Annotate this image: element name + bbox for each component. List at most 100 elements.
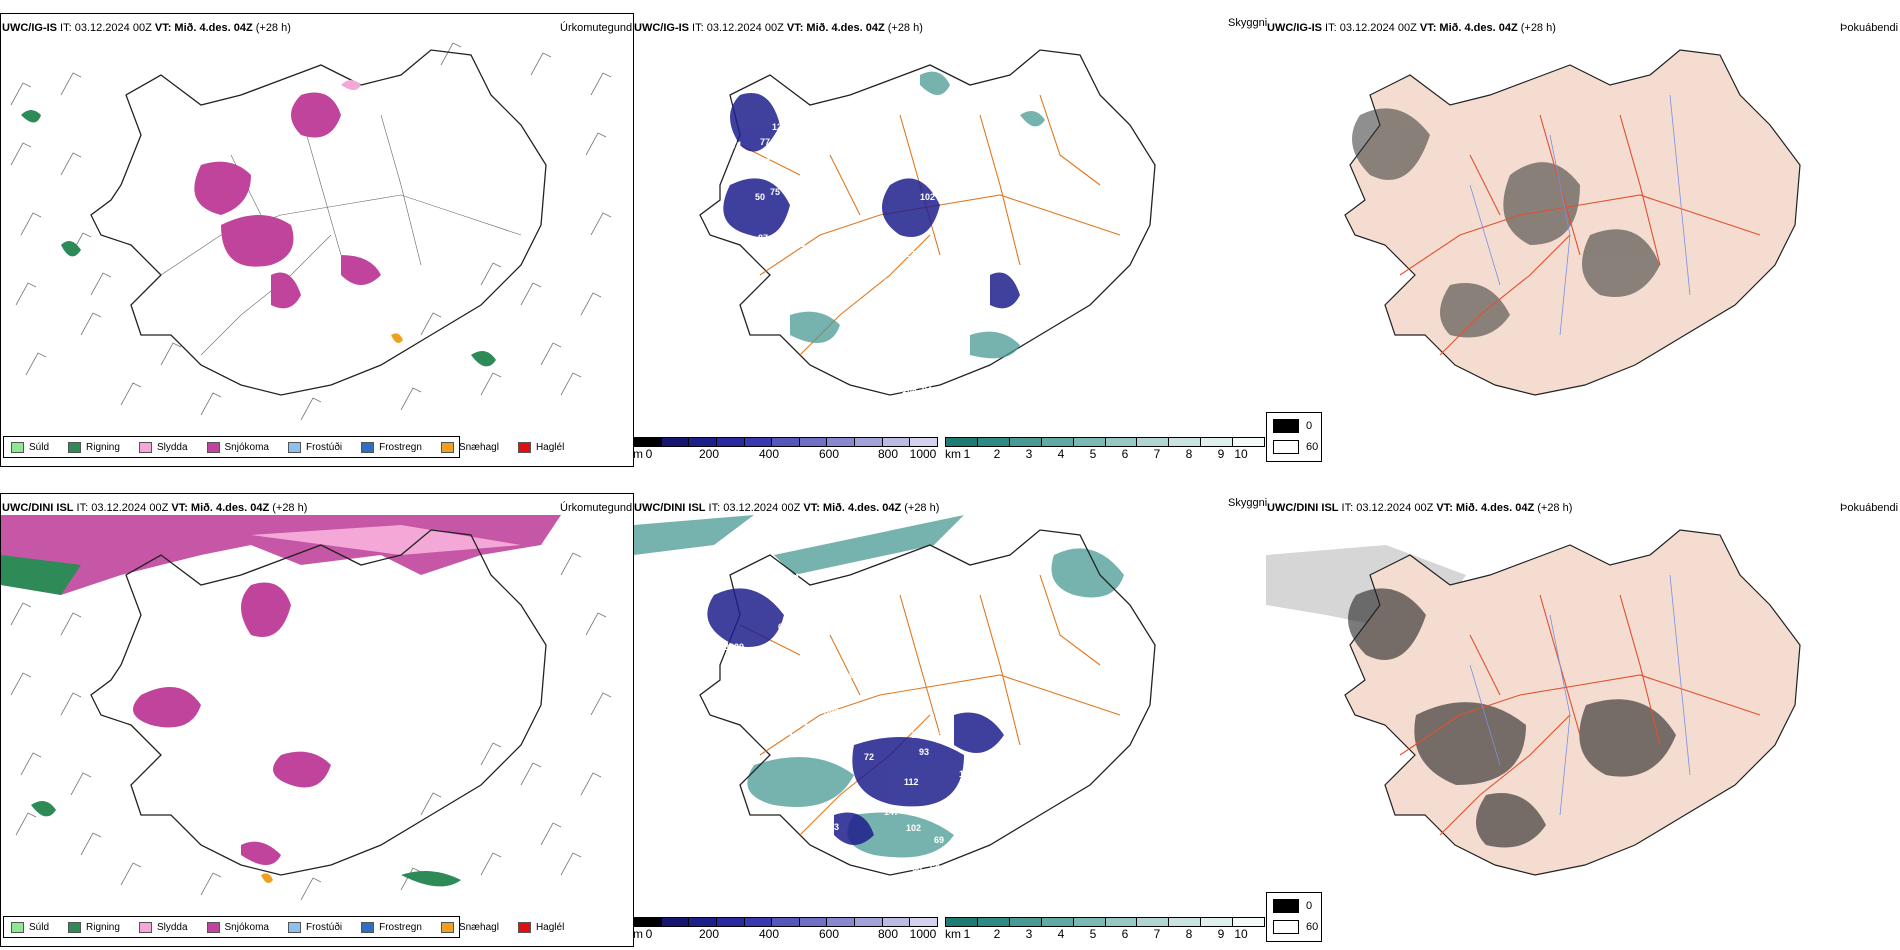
precip-map-row1 [10,42,612,421]
valid-time: Mið. 4.des. 04Z [819,502,902,514]
visibility-tick: 6 [1121,927,1129,941]
legend-item: Rigning [68,921,120,933]
ceiling-unit: m [633,447,643,461]
ceiling-label: 76 [958,187,968,197]
model-name: UWC/IG-IS [634,22,689,34]
legend-item: Haglél [517,441,564,453]
valid-time: Mið. 4.des. 04Z [171,22,253,34]
ceiling-tick: 200 [698,447,720,461]
visibility-tick: 7 [1153,447,1161,461]
init-time: IT: 03.12.2024 00Z [705,502,804,514]
visibility-scale-row2: km 1 2 3 4 5 6 7 8 9 10 [945,917,1265,947]
ceiling-tick: 800 [877,927,899,941]
fog-legend-item: 60 [1273,440,1318,454]
legend-item: Súld [11,441,49,453]
model-name: UWC/IG-IS [1267,22,1322,34]
legend-item: Haglél [517,921,564,933]
ceiling-label: 128 [789,732,804,742]
fog-legend-row2: 0 60 [1266,892,1322,942]
visibility-tick: 1 [963,927,971,941]
legend-item: Slydda [138,921,188,933]
visibility-tick: 8 [1185,447,1193,461]
fog-map-row2 [1266,529,1801,876]
wind-barbs [10,42,612,421]
valid-time: Mið. 4.des. 04Z [1452,502,1535,514]
ceiling-label: 79 [926,630,936,640]
roads [160,114,522,356]
visibility-scale-row1: km 1 2 3 4 5 6 7 8 9 10 [945,437,1265,467]
low-visibility-areas [790,71,1045,359]
legend-item: Rigning [68,441,120,453]
fog-swatch-60 [1273,920,1299,934]
iceland-coastline [90,529,547,876]
iceland-land [1344,529,1801,876]
legend-item: Snjókoma [206,441,269,453]
ceiling-label: 118 [769,537,784,547]
lead-time: (+28 h) [901,502,940,514]
ceiling-label: 108 [790,239,805,249]
ceiling-label: 78 [990,253,1000,263]
ceiling-label: 69 [934,835,944,845]
vt-label: VT: [786,22,804,34]
visibility-tick: 2 [993,927,1001,941]
ceiling-label: 176 [936,393,951,403]
ceiling-label: 122 [778,137,793,147]
legend-item: Snæhagl [440,921,499,933]
ceiling-label: 78 [911,730,921,740]
vt-label: VT: [1419,22,1437,34]
ceiling-label: 93 [919,747,929,757]
ceiling-scale-row1: m 0 200 400 600 800 1000 [633,437,938,467]
visibility-tick: 4 [1057,447,1065,461]
precip-legend-row1: Súld Rigning Slydda Snjókoma Frostúði Fr… [3,436,564,458]
ceiling-label: 87 [758,233,768,243]
fog-swatch-0 [1273,419,1299,433]
swatch-sleet [138,921,152,933]
ceiling-label: 134 [804,722,819,732]
ceiling-label: 104 [784,572,799,582]
ceiling-scale-row2: m 0 200 400 600 800 1000 [633,917,938,947]
ceiling-label: 247 [950,383,965,393]
precip-panel-row2 [0,493,634,947]
ceiling-label: 50 [755,192,765,202]
swatch-snow [206,441,220,453]
ceiling-label: 88 [912,863,922,873]
init-time: IT: 03.12.2024 00Z [689,22,787,34]
visibility-tick: 7 [1153,927,1161,941]
visibility-tick: 5 [1089,927,1097,941]
legend-item: Slydda [138,441,188,453]
ceiling-label: 71 [732,140,742,150]
fog-legend-item: 60 [1273,920,1318,934]
visibility-title-row2: Skyggni [1228,497,1268,509]
precip-title-row1: Úrkomutegund [560,22,633,34]
ceiling-tick: 0 [645,927,653,941]
swatch-freezing-drizzle [287,921,301,933]
ceiling-label: 10 [968,203,978,213]
iceland-coastline [699,49,1156,396]
ceiling-label: 42 [749,687,759,697]
visibility-tick: 8 [1185,927,1193,941]
ceiling-tick: 1000 [909,447,937,461]
ceiling-label: 216 [840,272,855,282]
rivers [1469,94,1691,336]
ceiling-label: 102 [846,803,861,813]
ceiling-label: 69 [924,592,934,602]
legend-item: Frostúði [287,921,342,933]
visibility-unit: km [945,927,961,941]
ceiling-label: 77 [760,157,770,167]
vt-label: VT: [154,22,172,34]
ceiling-label: 118 [884,697,899,707]
low-visibility-areas [634,515,1124,858]
swatch-freezing-rain [361,921,375,933]
swatch-drizzle [11,921,24,933]
ceiling-label: 102 [792,117,807,127]
ceiling-label: 33 [970,397,980,407]
ceiling-label: 75 [770,187,780,197]
precip-title-row2: Úrkomutegund [560,502,633,514]
rivers [1469,574,1691,816]
ceiling-label: 133 [794,622,809,632]
ceiling-label: 309 [950,644,965,654]
ceiling-colorbar [633,917,938,927]
fog-legend-item: 0 [1273,899,1312,913]
visibility-tick: 9 [1217,927,1225,941]
ceiling-label: 83 [770,242,780,252]
